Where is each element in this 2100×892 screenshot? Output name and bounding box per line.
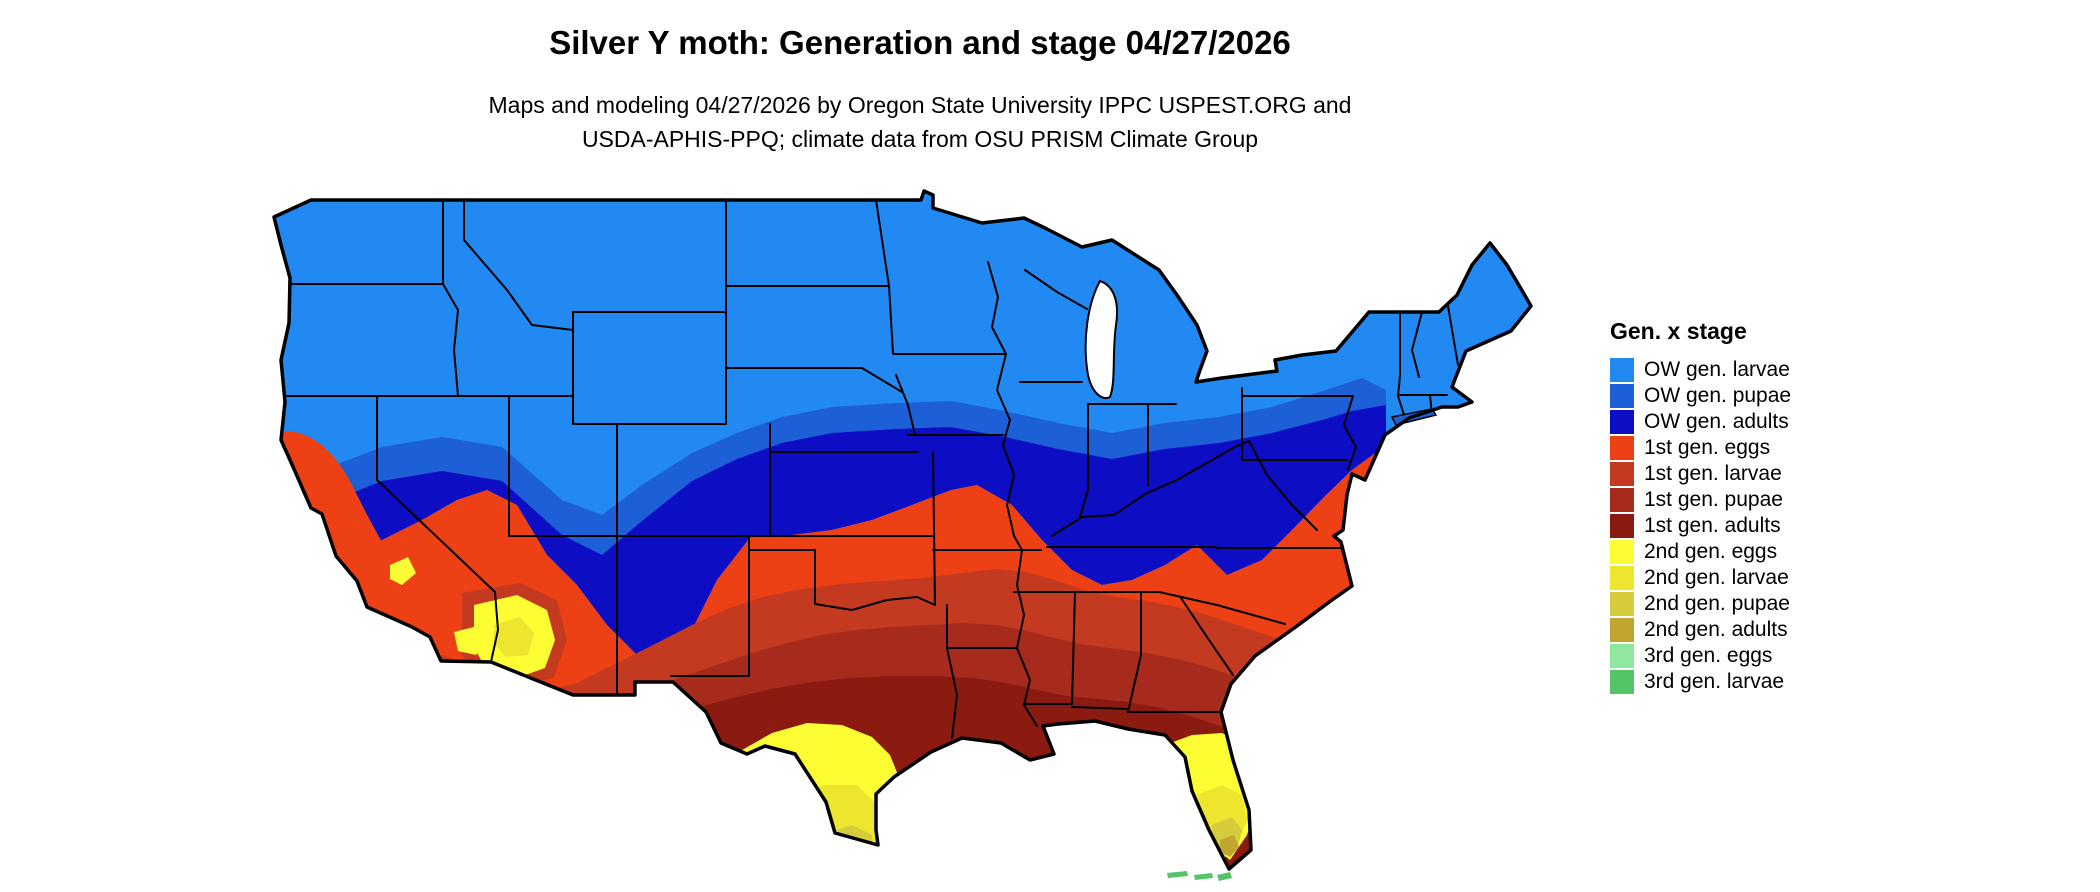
- legend-item-label: 3rd gen. eggs: [1644, 644, 1773, 667]
- legend-item-label: 2nd gen. eggs: [1644, 540, 1778, 563]
- legend-item: 2nd gen. eggs: [1610, 539, 1910, 565]
- legend: Gen. x stage OW gen. larvae OW gen. pupae…: [1610, 318, 1910, 695]
- legend-item: 3rd gen. eggs: [1610, 643, 1910, 669]
- map-title: Silver Y moth: Generation and stage 04/2…: [549, 24, 1291, 61]
- lake-michigan: [1084, 279, 1118, 399]
- legend-item: OW gen. pupae: [1610, 383, 1910, 409]
- us-outline: [272, 189, 1533, 871]
- legend-item: 2nd gen. larvae: [1610, 565, 1910, 591]
- subtitle-line1: Maps and modeling 04/27/2026 by Oregon S…: [488, 92, 1352, 118]
- region-3rd-gen-larvae: [1217, 872, 1232, 881]
- subtitle-line2: USDA-APHIS-PPQ; climate data from OSU PR…: [581, 126, 1259, 152]
- legend-item-label: OW gen. pupae: [1644, 384, 1792, 407]
- region-3rd-gen-eggs: [1207, 863, 1222, 869]
- legend-title: Gen. x stage: [1610, 318, 1747, 344]
- legend-swatch: [1610, 384, 1634, 408]
- legend-item: OW gen. larvae: [1610, 357, 1910, 383]
- legend-item-label: 1st gen. eggs: [1644, 436, 1771, 459]
- legend-swatch: [1610, 410, 1634, 434]
- region-2nd-gen-adults: [857, 835, 1239, 869]
- legend-swatch: [1610, 670, 1634, 694]
- region-2nd-gen-pupae: [822, 817, 1242, 869]
- legend-swatch: [1610, 566, 1634, 590]
- map-subtitle: Maps and modeling 04/27/2026 by Oregon S…: [270, 88, 1570, 156]
- legend-swatch: [1610, 514, 1634, 538]
- legend-item-label: 1st gen. larvae: [1644, 462, 1782, 485]
- legend-swatch: [1610, 618, 1634, 642]
- legend-swatch: [1610, 462, 1634, 486]
- legend-swatch: [1610, 358, 1634, 382]
- legend-item: 1st gen. larvae: [1610, 461, 1910, 487]
- legend-item-label: 2nd gen. adults: [1644, 618, 1788, 641]
- map-container: [262, 185, 1552, 885]
- state-borders: [281, 199, 1459, 739]
- region-1st-gen-adults: [274, 676, 1531, 869]
- legend-swatch: [1610, 488, 1634, 512]
- legend-item-label: OW gen. larvae: [1644, 358, 1790, 381]
- legend-item-label: 1st gen. adults: [1644, 514, 1781, 537]
- legend-item: OW gen. adults: [1610, 409, 1910, 435]
- region-ow-gen-pupae: [274, 378, 1386, 560]
- legend-item-label: 2nd gen. larvae: [1644, 566, 1789, 589]
- legend-swatch: [1610, 644, 1634, 668]
- legend-item-label: 3rd gen. larvae: [1644, 670, 1785, 693]
- florida-keys: [1167, 871, 1232, 881]
- legend-item: 1st gen. adults: [1610, 513, 1910, 539]
- legend-item-label: OW gen. adults: [1644, 410, 1789, 433]
- us-phenology-map: [272, 189, 1533, 881]
- legend-swatch: [1610, 436, 1634, 460]
- legend-item-label: 2nd gen. pupae: [1644, 592, 1790, 615]
- region-ow-gen-adults: [274, 405, 1386, 655]
- legend-item: 2nd gen. pupae: [1610, 591, 1910, 617]
- legend-item: 1st gen. pupae: [1610, 487, 1910, 513]
- legend-item: 3rd gen. larvae: [1610, 669, 1910, 695]
- legend-item: 2nd gen. adults: [1610, 617, 1910, 643]
- legend-item: 1st gen. eggs: [1610, 435, 1910, 461]
- header: Silver Y moth: Generation and stage 04/2…: [270, 24, 1570, 156]
- legend-item-label: 1st gen. pupae: [1644, 488, 1783, 511]
- legend-swatch: [1610, 540, 1634, 564]
- legend-items: OW gen. larvae OW gen. pupae OW gen. adult…: [1610, 357, 1910, 695]
- legend-swatch: [1610, 592, 1634, 616]
